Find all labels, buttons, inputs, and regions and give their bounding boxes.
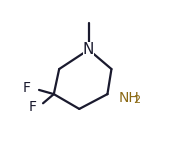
Text: 2: 2 bbox=[133, 95, 140, 105]
Text: F: F bbox=[23, 81, 31, 95]
Text: F: F bbox=[28, 100, 36, 114]
Text: NH: NH bbox=[118, 91, 139, 104]
Text: N: N bbox=[83, 42, 94, 57]
